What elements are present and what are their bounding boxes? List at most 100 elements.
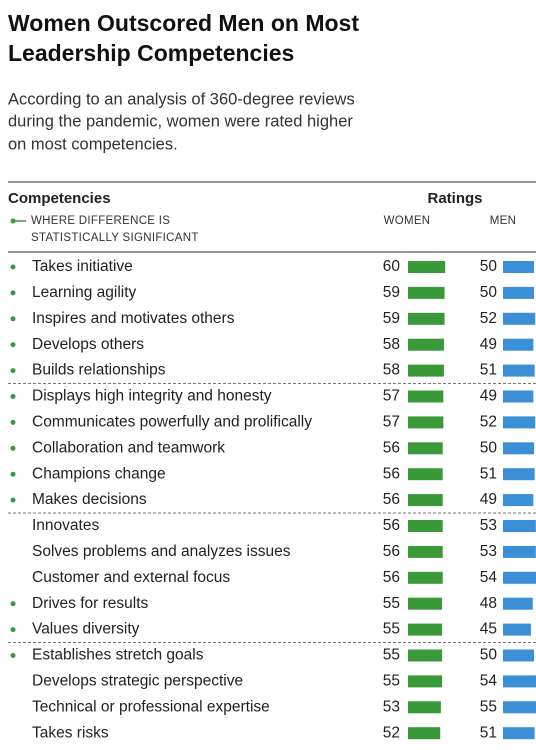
row-label: Inspires and motivates others: [32, 310, 235, 327]
row-label: Takes initiative: [32, 258, 133, 275]
bar: [503, 520, 536, 532]
bar: [503, 261, 534, 273]
value-label: 53: [480, 517, 497, 534]
value-label: 55: [383, 621, 400, 638]
bar: [408, 545, 443, 558]
bar: [408, 701, 441, 714]
value-label: 50: [480, 647, 498, 664]
bar: [503, 649, 534, 662]
bar: [408, 571, 443, 584]
significance-dot: [10, 445, 16, 451]
chart-title: Women Outscored Men on Most: [8, 10, 359, 36]
significance-dot: [10, 394, 16, 399]
legend-text: STATISTICALLY SIGNIFICANT: [31, 232, 199, 244]
series-header: WOMEN: [384, 215, 431, 227]
value-label: 58: [383, 362, 400, 379]
value-label: 48: [480, 595, 497, 612]
bar: [408, 312, 445, 325]
value-label: 56: [383, 439, 400, 456]
value-label: 51: [480, 724, 497, 741]
bar: [408, 416, 444, 429]
significance-dot: [10, 601, 16, 607]
row-label: Drives for results: [32, 595, 149, 612]
bar: [503, 468, 535, 481]
value-label: 49: [480, 388, 497, 405]
bar: [408, 623, 443, 636]
bar: [503, 312, 536, 325]
value-label: 57: [383, 413, 400, 430]
column-header: Competencies: [8, 190, 111, 207]
bar: [408, 468, 443, 481]
value-label: 55: [383, 595, 400, 612]
value-label: 50: [480, 258, 498, 275]
row-label: Displays high integrity and honesty: [32, 388, 272, 405]
significance-dot: [10, 419, 16, 425]
subtitle: According to an analysis of 360-degree r…: [8, 90, 355, 108]
value-label: 52: [480, 413, 497, 430]
value-label: 49: [480, 491, 497, 508]
significance-dot: [10, 497, 16, 503]
value-label: 45: [480, 621, 497, 638]
chart-title: Leadership Competencies: [8, 40, 294, 66]
bar: [503, 675, 536, 688]
significance-dot: [10, 316, 16, 322]
value-label: 51: [480, 362, 497, 379]
row-label: Customer and external focus: [32, 569, 230, 586]
row-label: Develops others: [32, 336, 144, 353]
bar: [408, 675, 443, 688]
significance-dot: [10, 471, 16, 477]
significance-dot: [10, 368, 16, 374]
subtitle: during the pandemic, women were rated hi…: [8, 112, 353, 130]
value-label: 51: [480, 465, 497, 482]
bar: [503, 727, 535, 740]
significance-dot: [10, 653, 16, 658]
value-label: 52: [383, 724, 400, 741]
bar: [408, 286, 445, 299]
row-label: Builds relationships: [32, 362, 166, 379]
value-label: 57: [383, 388, 400, 405]
value-label: 58: [383, 336, 400, 353]
bar: [408, 442, 443, 455]
value-label: 49: [480, 336, 497, 353]
row-label: Makes decisions: [32, 491, 147, 508]
bar: [503, 338, 534, 351]
significance-dot: [10, 627, 16, 633]
bar: [503, 364, 535, 377]
value-label: 56: [383, 569, 400, 586]
column-header: Ratings: [427, 190, 482, 207]
row-label: Technical or professional expertise: [32, 698, 270, 715]
value-label: 56: [383, 543, 400, 560]
significance-dot: [10, 264, 16, 270]
bar: [408, 494, 443, 507]
value-label: 52: [480, 310, 497, 327]
bar: [503, 416, 536, 429]
bar: [408, 520, 443, 532]
row-label: Innovates: [32, 517, 99, 534]
legend-dot: [10, 218, 16, 224]
subtitle: on most competencies.: [8, 135, 178, 153]
value-label: 56: [383, 465, 400, 482]
bar: [408, 649, 443, 662]
row-label: Solves problems and analyzes issues: [32, 543, 291, 560]
row-label: Establishes stretch goals: [32, 647, 204, 664]
bar: [503, 442, 534, 455]
bar: [408, 597, 443, 610]
value-label: 53: [383, 698, 400, 715]
value-label: 60: [383, 258, 401, 275]
value-label: 55: [383, 672, 400, 689]
value-label: 55: [383, 647, 400, 664]
significance-dot: [10, 290, 16, 296]
value-label: 50: [480, 439, 498, 456]
row-label: Takes risks: [32, 724, 109, 741]
bar: [503, 390, 534, 403]
row-label: Collaboration and teamwork: [32, 439, 225, 456]
row-label: Values diversity: [32, 621, 140, 638]
bar: [503, 494, 534, 507]
series-header: MEN: [490, 215, 516, 227]
bar: [408, 364, 444, 377]
bar: [503, 597, 533, 610]
bar: [408, 261, 446, 273]
value-label: 56: [383, 517, 400, 534]
bar: [503, 623, 531, 636]
significance-dot: [10, 342, 16, 348]
